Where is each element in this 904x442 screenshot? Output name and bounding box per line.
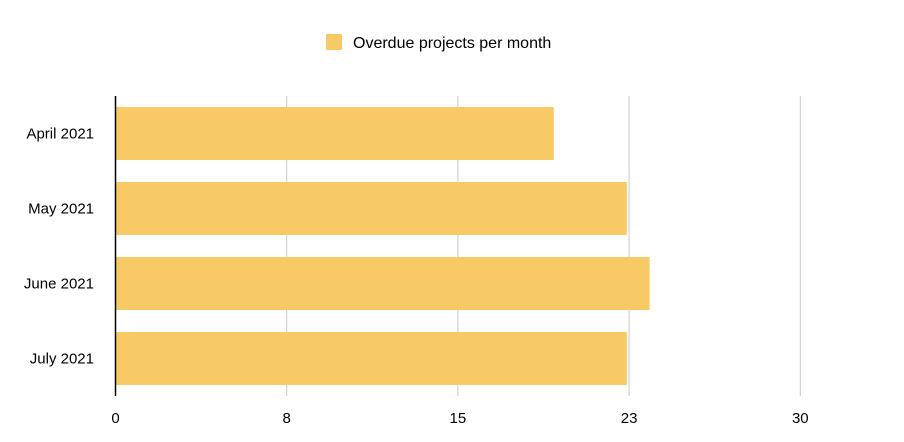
bars xyxy=(115,107,650,385)
x-tick-label: 30 xyxy=(792,410,809,427)
category-label: July 2021 xyxy=(30,351,94,368)
x-tick-label: 8 xyxy=(283,410,291,427)
x-tick-label: 0 xyxy=(111,410,119,427)
category-labels: April 2021 May 2021 June 2021 July 2021 xyxy=(24,126,94,368)
category-label: May 2021 xyxy=(28,201,94,218)
legend-label: Overdue projects per month xyxy=(353,35,551,52)
x-tick-labels: 0 8 15 23 30 xyxy=(111,410,808,427)
bar xyxy=(115,257,650,310)
category-label: April 2021 xyxy=(26,126,94,143)
category-label: June 2021 xyxy=(24,276,94,293)
bar xyxy=(115,332,627,385)
x-tick-label: 23 xyxy=(621,410,638,427)
x-tick-label: 15 xyxy=(450,410,467,427)
legend-swatch xyxy=(326,34,342,50)
bar xyxy=(115,182,627,235)
bar xyxy=(115,107,554,160)
legend: Overdue projects per month xyxy=(326,34,551,52)
